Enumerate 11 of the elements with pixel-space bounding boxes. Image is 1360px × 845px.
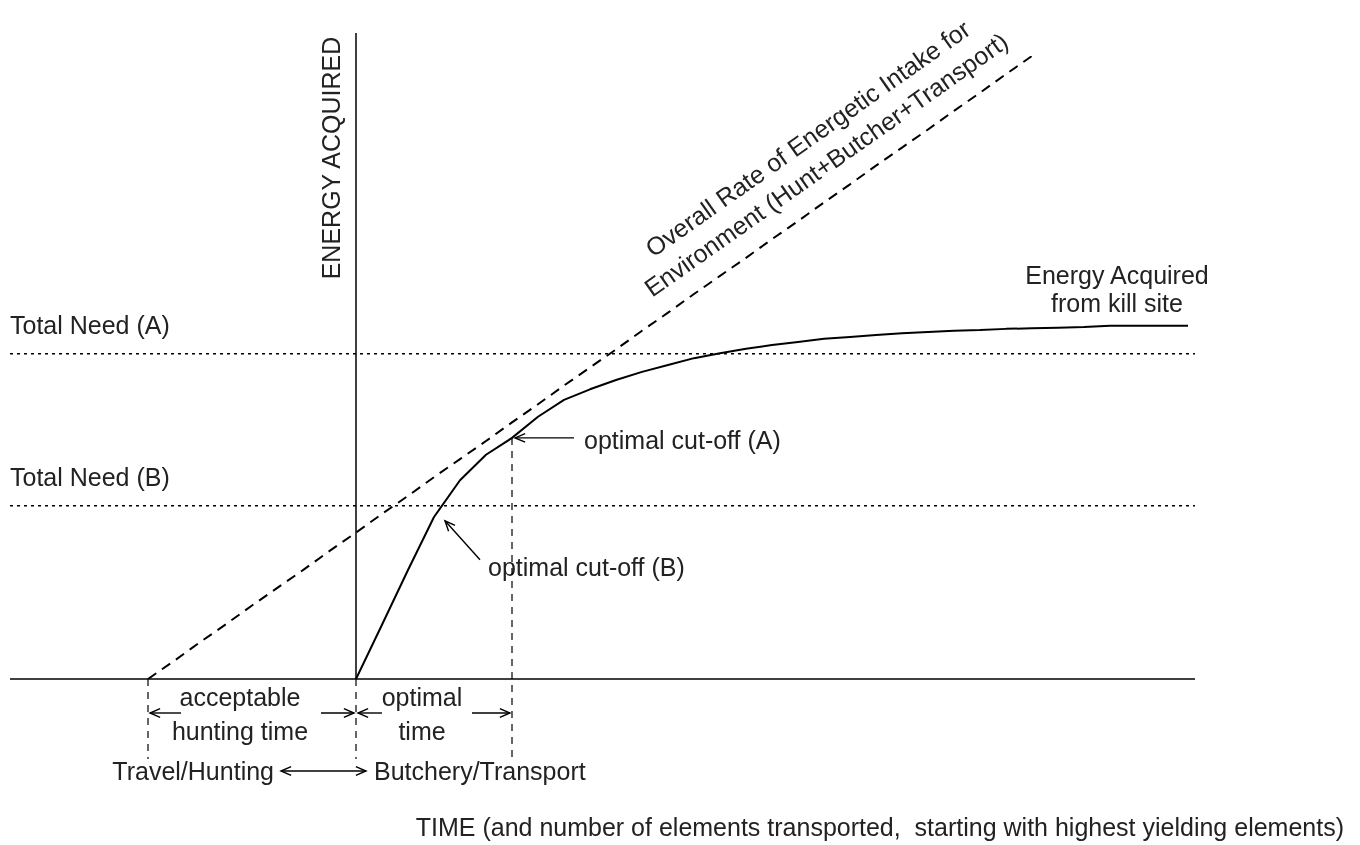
text: optimal time [381,683,463,745]
annotation: optimal cut-off (B) [488,552,685,581]
text: Travel/Hunting [112,757,274,785]
ref-line-label: Total Need (B) [10,462,170,491]
text: TIME (and number of elements transported, starting with highest yielding elements) [415,813,1344,841]
series-label: Energy Acquired from kill site [1025,261,1209,317]
y-axis-title: ENERGY ACQUIRED [317,36,346,280]
text: Butchery/Transport [374,757,586,785]
annotation: optimal cut-off (A) [584,425,781,454]
text: acceptable hunting time [171,683,309,745]
ref-line-label: Total Need (A) [10,310,170,339]
